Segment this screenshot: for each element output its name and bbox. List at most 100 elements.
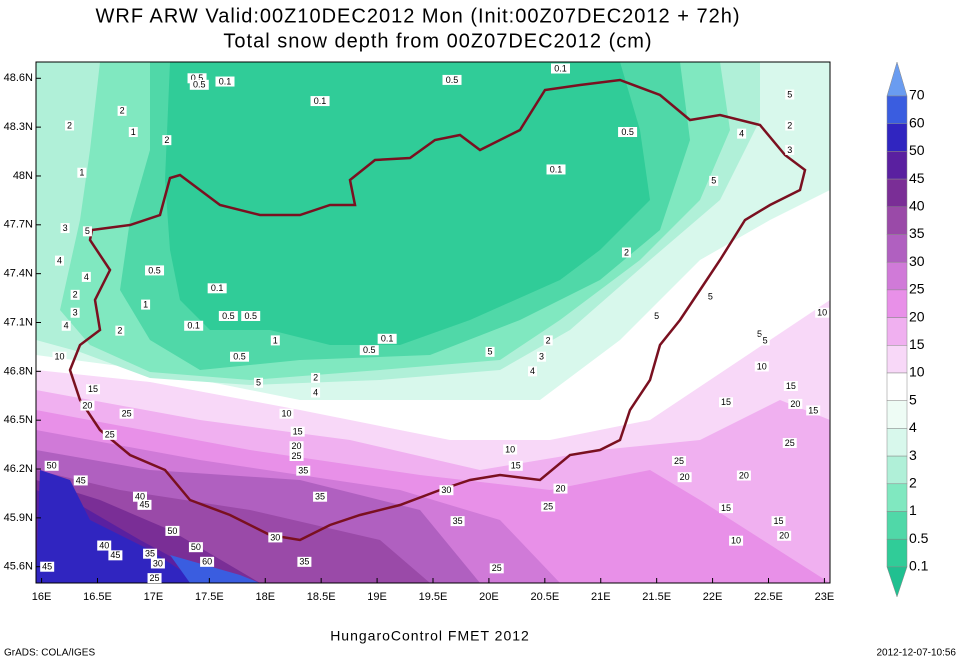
contour-label-box [785, 89, 795, 100]
y-tick-label: 46.2N [4, 463, 33, 475]
contour-label-box [145, 265, 165, 276]
contour-label-box [677, 472, 692, 483]
contour-label: 0.5 [446, 75, 459, 85]
contour-label: 0.5 [222, 311, 235, 321]
contour-label: 5 [787, 89, 792, 99]
contour-label: 25 [785, 438, 795, 448]
contour-label-box [268, 532, 283, 543]
contour-label-box [442, 74, 462, 85]
contour-label: 25 [150, 573, 160, 583]
contour-label-box [705, 291, 715, 302]
colorbar-box [886, 206, 908, 235]
contour-label: 35 [299, 557, 309, 567]
x-tick-label: 23E [815, 591, 835, 603]
colorbar-label: 0.5 [909, 530, 929, 546]
border [68, 78, 807, 542]
contour-label-box [296, 465, 311, 476]
contour-label-box [215, 76, 235, 87]
contour-label-box [137, 499, 152, 510]
contour-label-box [97, 540, 112, 551]
contour-label: 15 [786, 381, 796, 391]
contour-label: 15 [721, 503, 731, 513]
contour-label-box [65, 120, 75, 131]
contour-label: 20 [779, 531, 789, 541]
contour-label: 0.1 [219, 76, 232, 86]
contour-label-box [117, 105, 127, 116]
x-tick-label: 17.5E [195, 591, 224, 603]
contour-label: 15 [721, 397, 731, 407]
contour-label: 5 [256, 378, 261, 388]
contour-label: 45 [110, 550, 120, 560]
contour-label-box [60, 223, 70, 234]
contour-label: 1 [143, 299, 148, 309]
contour-label-box [230, 351, 250, 362]
colorbar-label: 70 [909, 87, 925, 103]
contour-label-box [783, 380, 798, 391]
contour-label: 20 [82, 400, 92, 410]
contour-label-box [718, 503, 733, 514]
y-tick-label: 48N [13, 170, 33, 182]
contour-label: 25 [105, 430, 115, 440]
contour-label-box [133, 491, 148, 502]
contour-label-box [200, 556, 215, 567]
contour-label-box [40, 561, 55, 572]
contour-label-box [806, 405, 821, 416]
contour-label-box [141, 299, 151, 310]
contour-label-box [541, 501, 556, 512]
contour-label: 0.1 [550, 164, 563, 174]
contour-label: 35 [453, 516, 463, 526]
contour-label: 2 [117, 326, 122, 336]
contour-label-box [254, 377, 264, 388]
contour-label: 10 [817, 308, 827, 318]
x-tick-label: 20E [479, 591, 499, 603]
contour-label-box [815, 307, 830, 318]
contour-label-box [754, 361, 769, 372]
contour-label: 30 [153, 558, 163, 568]
contour-label-box [546, 164, 566, 175]
colorbar-box [886, 400, 908, 429]
contour-label-box [760, 335, 770, 346]
colorbar-label: 20 [909, 308, 925, 324]
contour-label: 20 [680, 472, 690, 482]
shade [36, 470, 200, 583]
colorbar-label: 0.1 [909, 558, 929, 574]
contour-label: 45 [139, 500, 149, 510]
colorbar-label: 30 [909, 253, 925, 269]
contour-label-box [718, 397, 733, 408]
contour-label-box [86, 384, 101, 395]
colorbar-box [886, 261, 908, 291]
contour-label-box [737, 128, 747, 139]
colorbar-label: 3 [909, 447, 917, 463]
colorbar-box [886, 317, 908, 346]
colorbar-label: 15 [909, 336, 925, 352]
shade [165, 62, 650, 345]
y-tick-label: 47.1N [4, 316, 33, 328]
contour-label-box [755, 328, 765, 339]
contour-label-box [128, 127, 138, 138]
contour-label: 4 [530, 366, 535, 376]
colorbar-box [886, 428, 908, 457]
contour-label: 3 [539, 352, 544, 362]
contour-label: 2 [313, 373, 318, 383]
colorbar-label: 10 [909, 364, 925, 380]
contour-label: 0.1 [314, 96, 327, 106]
colorbar-box [886, 372, 908, 401]
contour-label-box [310, 96, 330, 107]
colorbar-label: 35 [909, 225, 925, 241]
credit: GrADS: COLA/IGES [4, 648, 95, 659]
x-tick-label: 21.5E [642, 591, 671, 603]
contour-label-box [73, 475, 88, 486]
contour-label: 25 [492, 563, 502, 573]
colorbar-box [886, 455, 908, 485]
contour-label-box [439, 485, 454, 496]
contour-label-box [777, 530, 792, 541]
contour-label: 40 [135, 492, 145, 502]
contour-label-box [553, 483, 568, 494]
contour-label: 45 [42, 562, 52, 572]
contour-label: 50 [167, 526, 177, 536]
colorbar-box [886, 483, 908, 512]
contour-label-box [162, 135, 172, 146]
contour-label: 5 [488, 347, 493, 357]
